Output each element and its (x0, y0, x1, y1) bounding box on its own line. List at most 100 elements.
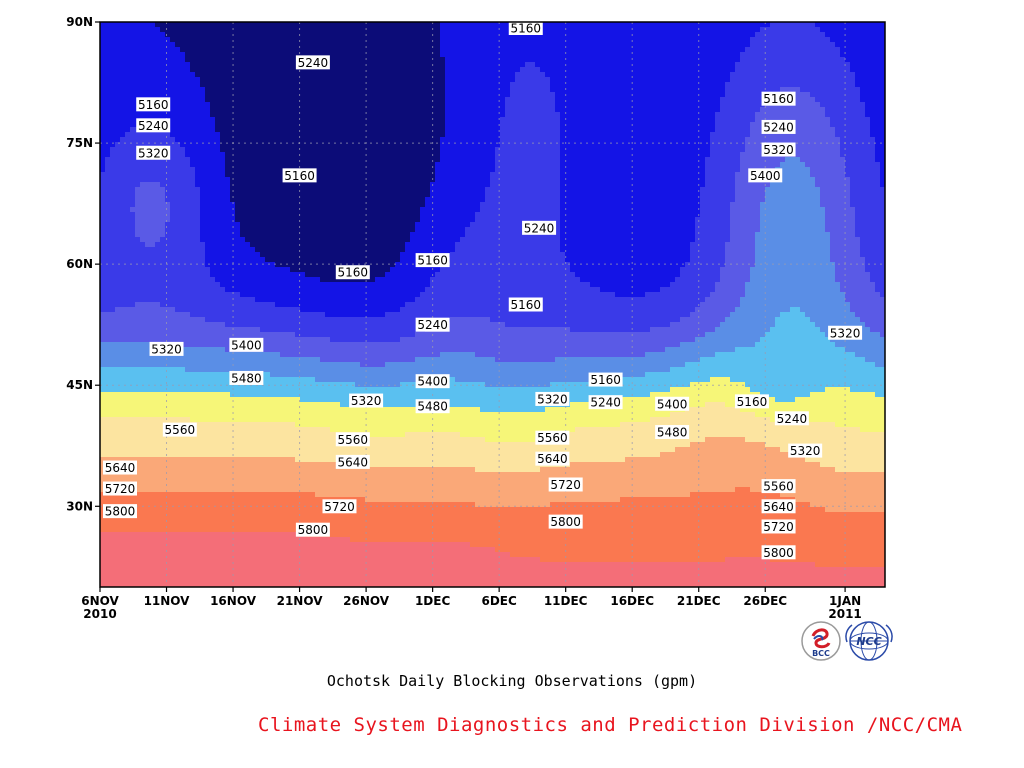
ncc-logo: NCC (845, 621, 893, 661)
contour-label: 5240 (522, 220, 557, 235)
y-tick-label: 90N (66, 15, 93, 29)
contour-label: 5160 (415, 253, 450, 268)
contour-label-box (136, 118, 171, 133)
contour-label-value: 5240 (590, 396, 621, 410)
contour-label: 5800 (103, 504, 137, 519)
contour-labels: 5160 5240 5320 5240 5160 5160 5160 5240 5400 5480… (103, 21, 863, 560)
contour-label-value: 5160 (417, 254, 448, 268)
contour-label-value: 5800 (763, 546, 794, 560)
contour-label: 5800 (295, 522, 330, 537)
contour-label-value: 5800 (105, 505, 136, 519)
contour-label: 5160 (335, 265, 370, 280)
contour-label: 5320 (828, 325, 863, 340)
contour-label: 5720 (322, 499, 357, 514)
contour-label: 5640 (103, 460, 137, 475)
contour-label: 5160 (282, 168, 317, 183)
chart-title: Ochotsk Daily Blocking Observations (gpm… (326, 672, 698, 690)
contour-label: 5720 (548, 477, 583, 492)
contour-label-value: 5400 (750, 169, 781, 183)
contour-label-value: 5320 (138, 146, 169, 160)
contour-label: 5560 (162, 422, 197, 437)
contour-label-box (415, 399, 450, 414)
contour-label-value: 5720 (550, 478, 581, 492)
x-tick-label: 16NOV (210, 594, 257, 608)
contour-label-value: 5640 (338, 455, 369, 469)
contour-label: 5240 (761, 119, 796, 134)
contour-label-box (761, 91, 796, 106)
contour-label-value: 5720 (105, 482, 136, 496)
contour-label-value: 5560 (338, 433, 369, 447)
contour-label-value: 5800 (550, 515, 581, 529)
contour-label: 5560 (335, 432, 370, 447)
contour-label-box (761, 519, 796, 534)
contour-label: 5240 (588, 395, 623, 410)
contour-label-box (415, 253, 450, 268)
contour-label: 5320 (788, 443, 823, 458)
contour-label-value: 5560 (763, 480, 794, 494)
x-tick-label: 21NOV (277, 594, 324, 608)
contour-label-box (535, 391, 570, 406)
contour-label: 5160 (734, 394, 769, 409)
ncc-logo-text: NCC (856, 635, 881, 648)
contour-label-value: 5240 (524, 221, 555, 235)
y-tick-label: 45N (66, 378, 93, 392)
contour-label-box (774, 411, 809, 426)
contour-label-box (335, 454, 370, 469)
contour-label: 5480 (415, 399, 450, 414)
contour-label-box (282, 168, 317, 183)
contour-label-value: 5160 (138, 98, 169, 112)
x-tick-label: 1JAN (829, 594, 861, 608)
contour-label-value: 5480 (231, 371, 262, 385)
contour-label: 5320 (349, 393, 384, 408)
contour-label-value: 5160 (284, 169, 315, 183)
contour-label-box (788, 443, 823, 458)
x-tick-label: 21DEC (677, 594, 721, 608)
contour-label-box (761, 479, 796, 494)
contour-label-box (295, 522, 330, 537)
contour-label-box (535, 451, 570, 466)
contour-label-box (588, 372, 623, 387)
contour-label-box (588, 395, 623, 410)
contour-label-box (655, 396, 690, 411)
contour-label-value: 5400 (417, 375, 448, 389)
bcc-logo: BCC (801, 621, 841, 661)
contour-label-box (415, 317, 450, 332)
contour-label: 5400 (229, 337, 264, 352)
x-tick-label: 16DEC (610, 594, 654, 608)
y-tick-label: 30N (66, 499, 93, 513)
contour-label-box (136, 145, 171, 160)
contour-label-box (828, 325, 863, 340)
contour-label: 5560 (535, 430, 570, 445)
contour-label-box (548, 514, 583, 529)
contour-label-value: 5240 (417, 318, 448, 332)
contour-label-box (149, 341, 184, 356)
contour-label: 5400 (655, 396, 690, 411)
y-tick-label: 75N (66, 136, 93, 150)
contour-label-box (761, 499, 796, 514)
contour-label-value: 5480 (417, 400, 448, 414)
x-tick-label: 6DEC (481, 594, 517, 608)
x-tick-label: 1DEC (415, 594, 451, 608)
contour-label: 5640 (761, 499, 796, 514)
contour-label: 5160 (508, 297, 543, 312)
contour-label-value: 5160 (338, 266, 369, 280)
contour-label-value: 5320 (537, 392, 568, 406)
contour-label: 5400 (748, 168, 783, 183)
contour-label: 5240 (136, 118, 171, 133)
contour-label: 5240 (415, 317, 450, 332)
credit-line: Climate System Diagnostics and Predictio… (258, 714, 963, 736)
contour-label: 5480 (229, 370, 264, 385)
contour-label-value: 5240 (777, 412, 808, 426)
contour-label-value: 5160 (590, 373, 621, 387)
contour-label-value: 5560 (165, 423, 196, 437)
contour-label-value: 5320 (763, 143, 794, 157)
contour-label-box (415, 374, 450, 389)
plot-area (100, 22, 885, 587)
contour-label: 5800 (761, 545, 796, 560)
contour-label-value: 5160 (763, 92, 794, 106)
contour-label-box (335, 432, 370, 447)
plot-frame (99, 21, 886, 588)
contour-label-box (322, 499, 357, 514)
